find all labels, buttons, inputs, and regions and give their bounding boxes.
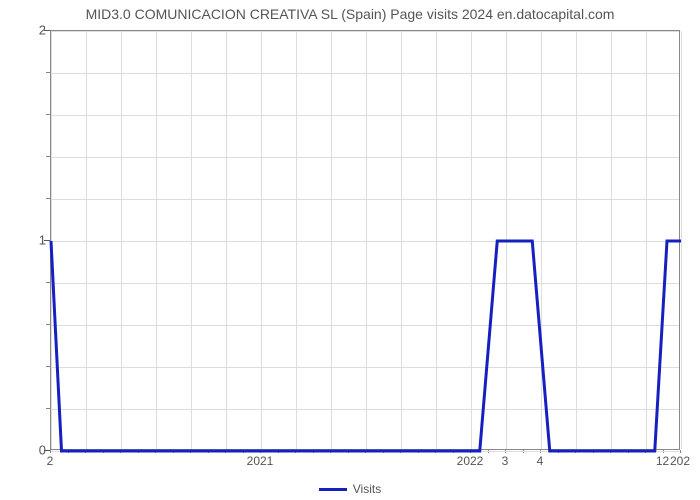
plot-area (50, 30, 680, 450)
x-tick-label: 3 (502, 454, 509, 468)
x-minor-tick (680, 450, 681, 453)
legend-label: Visits (353, 482, 381, 496)
chart-title: MID3.0 COMUNICACION CREATIVA SL (Spain) … (0, 6, 700, 22)
x-tick-label: 2021 (247, 454, 274, 468)
grid-line-v (681, 31, 682, 449)
x-tick-label: 12 (656, 454, 669, 468)
x-tick-label: 2 (47, 454, 54, 468)
visits-line (51, 31, 679, 449)
x-tick-label: 4 (537, 454, 544, 468)
legend-swatch (319, 488, 347, 491)
x-tick-label: 202 (670, 454, 690, 468)
legend: Visits (0, 482, 700, 496)
x-tick-label: 2022 (457, 454, 484, 468)
chart-container: MID3.0 COMUNICACION CREATIVA SL (Spain) … (0, 0, 700, 500)
